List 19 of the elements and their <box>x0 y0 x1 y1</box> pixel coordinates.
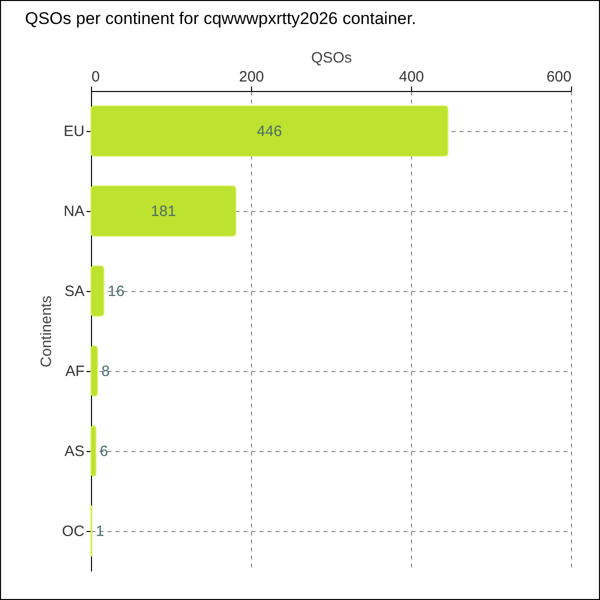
y-axis-title: Continents <box>38 296 55 368</box>
x-tick-label: 200 <box>238 68 264 86</box>
x-tick-label: 600 <box>546 68 572 86</box>
x-tick-label: 400 <box>398 68 424 86</box>
x-tick-label: 0 <box>92 68 100 86</box>
data-label: 8 <box>101 363 110 380</box>
y-tick-label: AS <box>64 443 84 460</box>
data-label: 16 <box>108 283 124 300</box>
x-axis-title: QSOs <box>311 50 352 66</box>
y-tick-label: AF <box>65 363 84 380</box>
y-tick-label: NA <box>64 203 84 220</box>
data-label: 1 <box>96 523 104 540</box>
data-label: 446 <box>256 123 282 140</box>
chart-title: QSOs per continent for cqwwwpxrtty2026 container. <box>25 9 416 28</box>
data-label: 181 <box>150 203 176 220</box>
y-tick-label: OC <box>62 523 85 540</box>
y-tick-label: SA <box>64 283 84 300</box>
y-tick-label: EU <box>64 123 84 140</box>
data-label: 6 <box>100 443 108 460</box>
